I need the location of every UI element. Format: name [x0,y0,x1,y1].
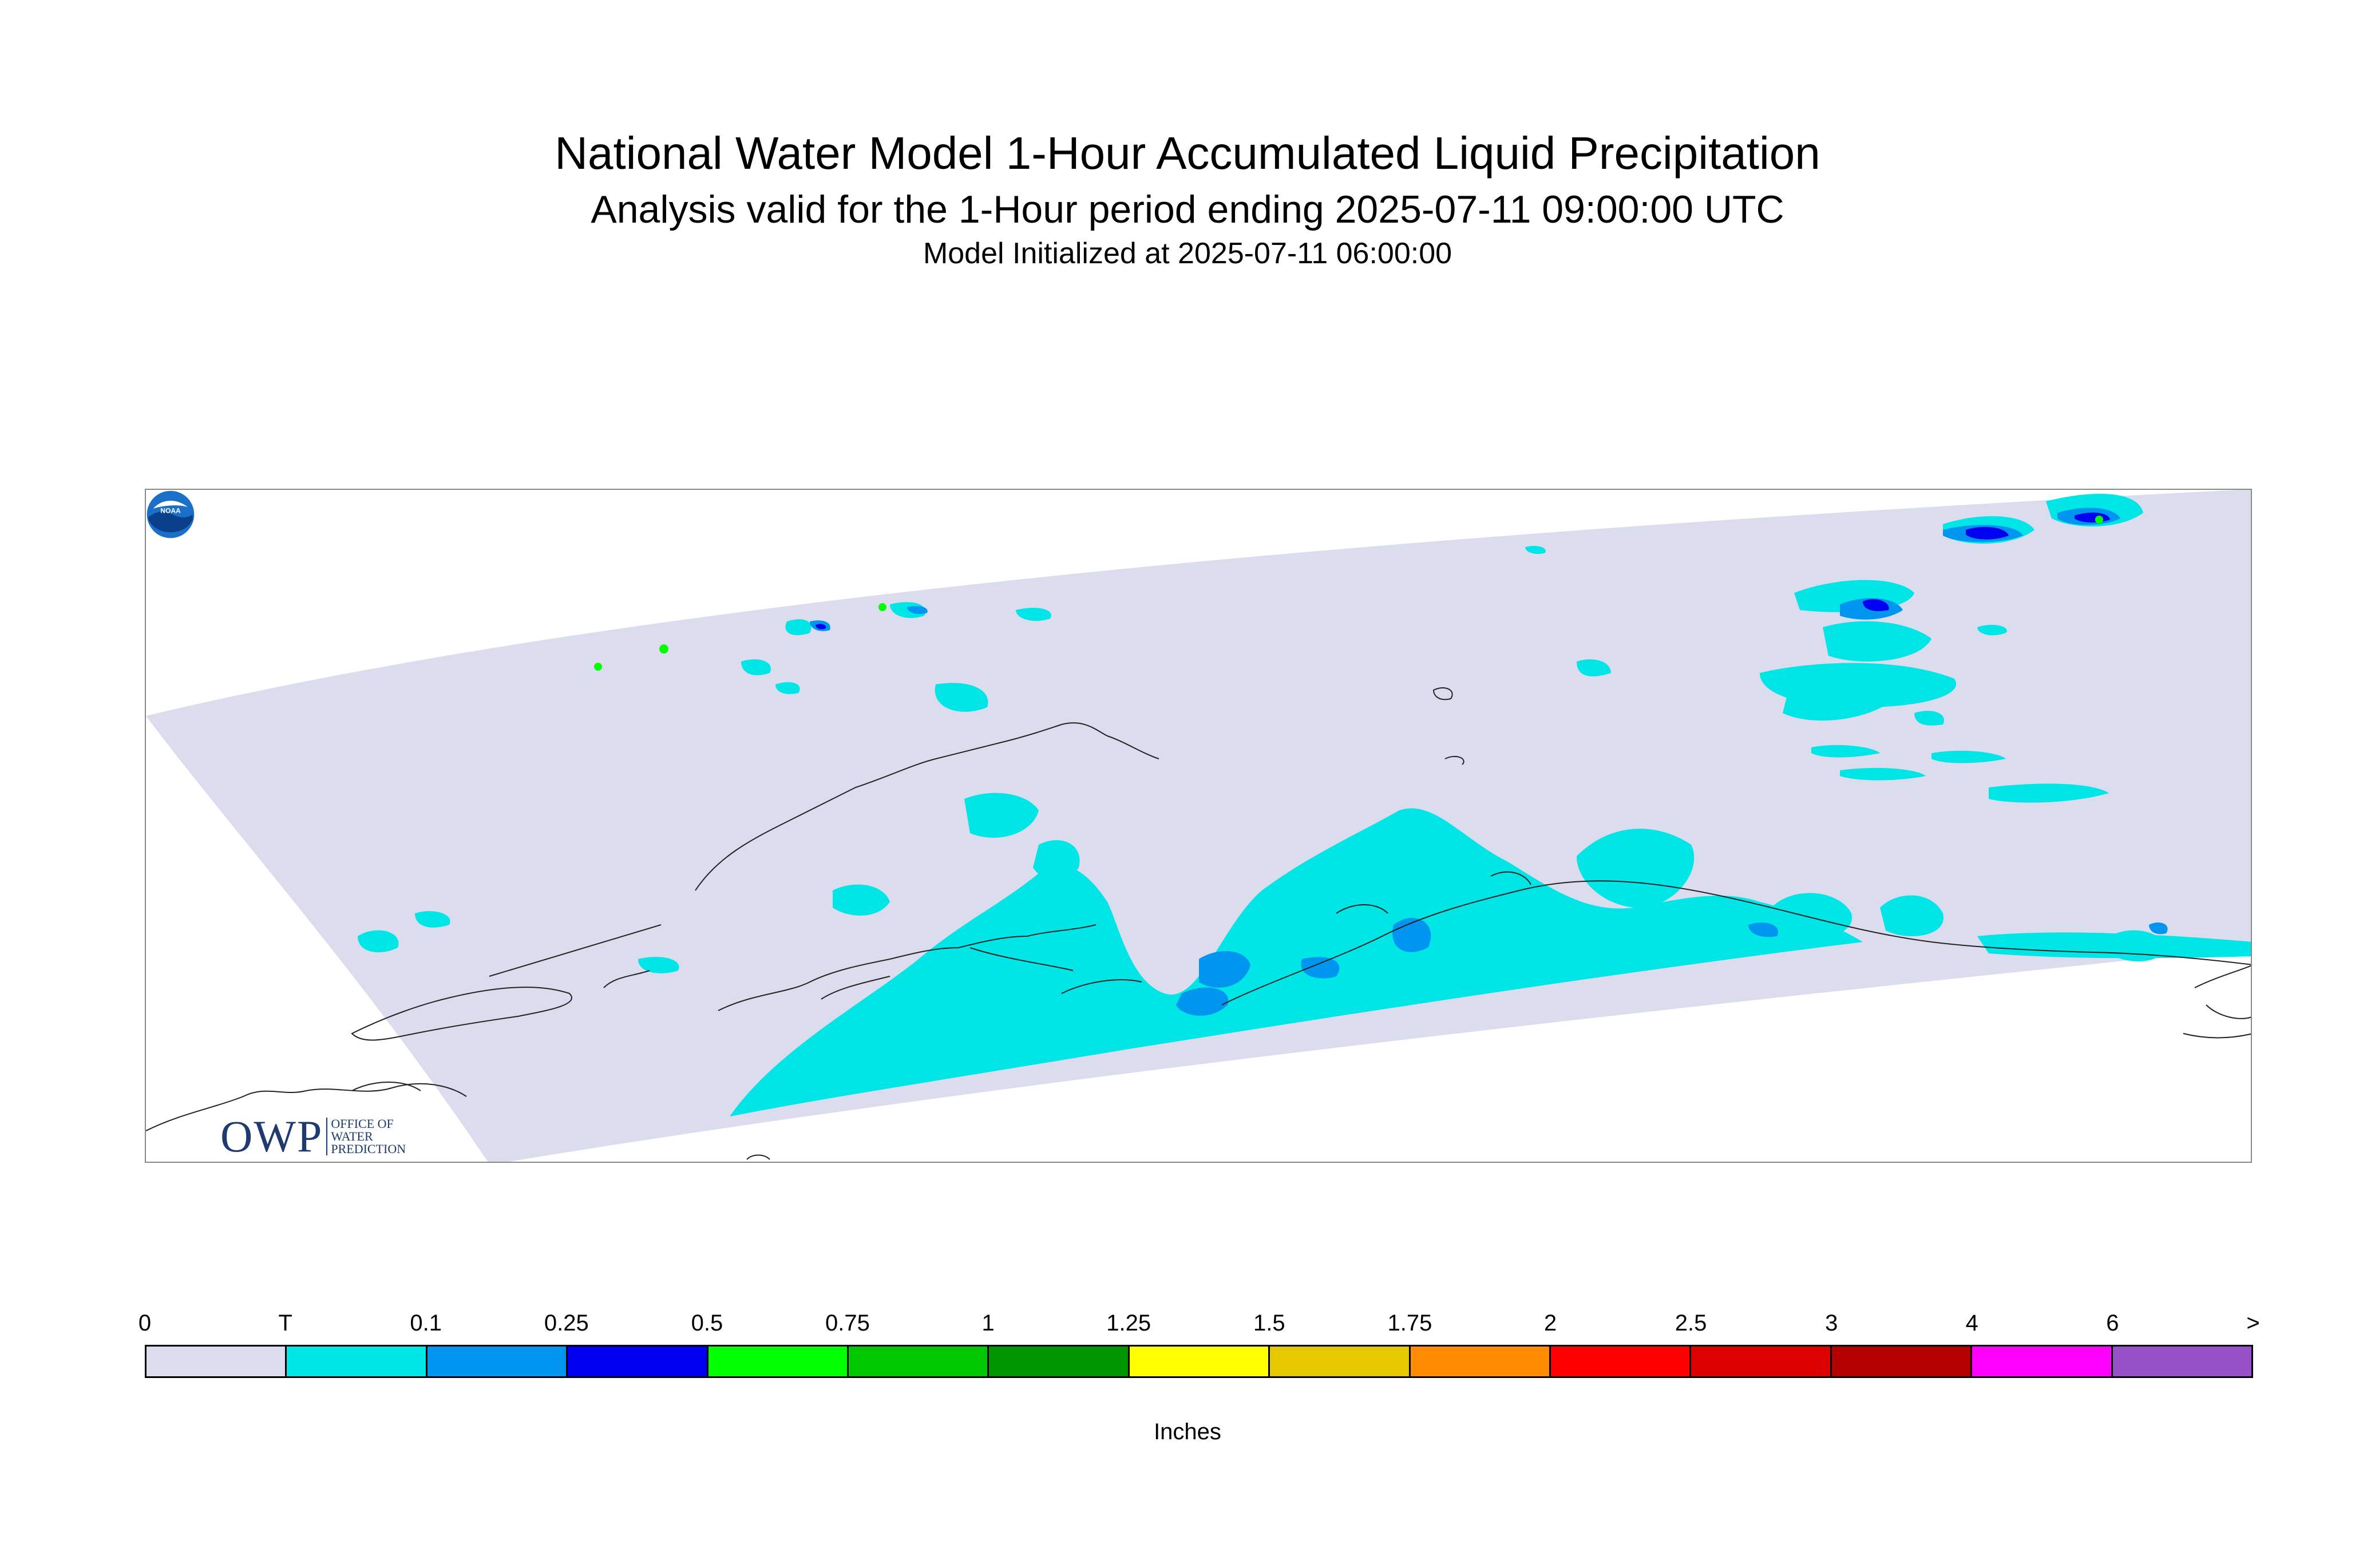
legend-swatch [708,1347,849,1376]
precip-heavy-layer [594,516,2103,671]
legend-label: 0.5 [691,1310,723,1336]
init-time: Model Initialized at 2025-07-11 06:00:00 [923,237,1452,270]
legend-label: 0.25 [544,1310,589,1336]
legend-swatch [2112,1347,2252,1376]
legend-swatch [1551,1347,1692,1376]
legend-swatch [1972,1347,2113,1376]
legend-label: 4 [1965,1310,1978,1336]
precip-medium-layer [816,512,2110,629]
legend-swatch [849,1347,989,1376]
legend-label: T [278,1310,292,1336]
legend-label: 2.5 [1675,1310,1707,1336]
legend-label: > [2246,1310,2260,1336]
noaa-logo-icon: NOAA [147,490,195,538]
precipitation-map: OWP OFFICE OF WATER PREDICTION NOAA [145,489,2252,1163]
legend-label: 3 [1825,1310,1838,1336]
legend-swatch [568,1347,708,1376]
page-title: National Water Model 1-Hour Accumulated … [555,128,1820,179]
legend-label: 1.75 [1387,1310,1432,1336]
legend-label: 0.1 [410,1310,442,1336]
owp-logo-subtitle: OFFICE OF WATER PREDICTION [326,1118,406,1155]
legend-swatch [1270,1347,1411,1376]
legend-units: Inches [1154,1419,1221,1444]
owp-logo: OWP OFFICE OF WATER PREDICTION [220,1111,406,1162]
legend-swatch [147,1347,287,1376]
legend-label: 0 [138,1310,152,1336]
legend-label: 1.5 [1253,1310,1285,1336]
coastline-layer [146,687,2251,1160]
legend-swatch [287,1347,428,1376]
legend-label: 2 [1543,1310,1557,1336]
color-legend: 0 T 0.1 0.25 0.5 0.75 1 1.25 1.5 1.75 2 2.5 3 4 6 > [138,1310,2260,1378]
legend-colorbar [145,1345,2253,1378]
page-subtitle: Analysis valid for the 1-Hour period end… [591,188,1784,231]
owp-logo-line-2: WATER [331,1129,373,1143]
precip-trace-layer [358,493,2251,1116]
legend-swatch [427,1347,568,1376]
legend-label: 6 [2106,1310,2119,1336]
map-canvas [146,490,2251,1162]
legend-label: 1.25 [1106,1310,1151,1336]
noaa-logo-text: NOAA [160,506,181,514]
legend-labels: 0 T 0.1 0.25 0.5 0.75 1 1.25 1.5 1.75 2 2.5 3 4 6 > [138,1310,2260,1345]
legend-swatch [1129,1347,1270,1376]
owp-logo-line-3: PREDICTION [331,1142,406,1156]
legend-swatch [1831,1347,1973,1376]
legend-swatch [1691,1347,1832,1376]
owp-logo-letters: OWP [220,1111,323,1161]
owp-logo-line-1: OFFICE OF [331,1116,394,1131]
legend-swatch [1410,1347,1551,1376]
legend-label: 0.75 [825,1310,870,1336]
legend-swatch [989,1347,1130,1376]
legend-label: 1 [981,1310,995,1336]
model-domain [146,490,2251,1162]
